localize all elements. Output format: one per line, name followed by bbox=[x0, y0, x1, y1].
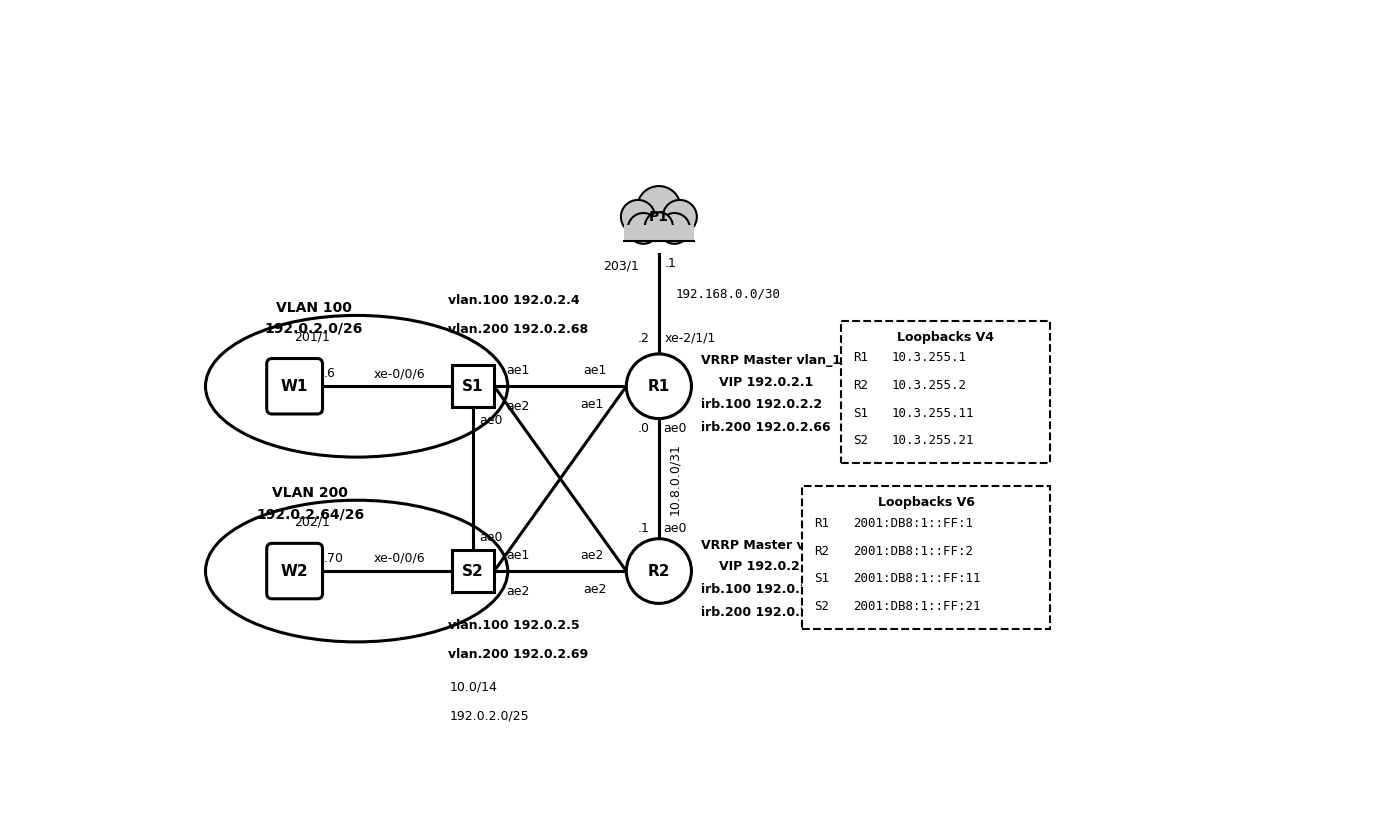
Text: vlan.100 192.0.2.4: vlan.100 192.0.2.4 bbox=[448, 294, 579, 307]
Text: vlan.100 192.0.2.5: vlan.100 192.0.2.5 bbox=[448, 619, 579, 632]
Text: irb.100 192.0.2.3: irb.100 192.0.2.3 bbox=[701, 582, 822, 595]
Text: irb.100 192.0.2.2: irb.100 192.0.2.2 bbox=[701, 398, 822, 411]
Text: 203/1: 203/1 bbox=[603, 259, 639, 272]
Circle shape bbox=[645, 212, 673, 240]
Text: 10.3.255.11: 10.3.255.11 bbox=[892, 407, 974, 419]
Text: irb.200 192.0.2.67: irb.200 192.0.2.67 bbox=[701, 606, 831, 619]
Text: ae1: ae1 bbox=[505, 549, 529, 562]
Text: ae2: ae2 bbox=[584, 582, 607, 595]
Text: xe-0/0/6: xe-0/0/6 bbox=[374, 552, 426, 565]
Circle shape bbox=[627, 539, 691, 604]
Text: 10.8.0.0/31: 10.8.0.0/31 bbox=[669, 443, 681, 514]
Text: S2: S2 bbox=[814, 600, 829, 613]
Text: W2: W2 bbox=[281, 563, 309, 578]
Text: VRRP Master vlan_100: VRRP Master vlan_100 bbox=[701, 354, 859, 367]
FancyBboxPatch shape bbox=[451, 365, 494, 407]
Text: S1: S1 bbox=[814, 572, 829, 586]
Text: ae1: ae1 bbox=[584, 364, 607, 377]
Text: .1: .1 bbox=[664, 257, 677, 270]
Text: W1: W1 bbox=[281, 378, 309, 394]
Text: Loopbacks V4: Loopbacks V4 bbox=[898, 331, 994, 344]
Text: 2001:DB8:1::FF:2: 2001:DB8:1::FF:2 bbox=[853, 545, 973, 558]
Text: .0: .0 bbox=[638, 423, 649, 436]
Circle shape bbox=[627, 354, 691, 419]
Text: ae2: ae2 bbox=[579, 549, 603, 562]
Text: 2001:DB8:1::FF:11: 2001:DB8:1::FF:11 bbox=[853, 572, 980, 586]
Text: VLAN 200: VLAN 200 bbox=[272, 486, 348, 500]
Text: ae0: ae0 bbox=[663, 522, 687, 535]
Text: irb.200 192.0.2.66: irb.200 192.0.2.66 bbox=[701, 421, 831, 434]
Circle shape bbox=[637, 186, 681, 229]
Text: 10.3.255.1: 10.3.255.1 bbox=[892, 351, 966, 364]
Text: vlan.200 192.0.2.68: vlan.200 192.0.2.68 bbox=[448, 323, 588, 336]
Text: ae2: ae2 bbox=[505, 585, 529, 598]
Text: ae1: ae1 bbox=[579, 398, 603, 411]
Circle shape bbox=[659, 213, 690, 244]
Text: 10.0/14: 10.0/14 bbox=[450, 681, 497, 694]
Text: VIP 192.0.2.65: VIP 192.0.2.65 bbox=[719, 560, 821, 573]
Circle shape bbox=[659, 213, 690, 244]
Text: S1: S1 bbox=[853, 407, 868, 419]
Text: .1: .1 bbox=[638, 522, 649, 535]
Circle shape bbox=[637, 186, 681, 229]
Text: S2: S2 bbox=[462, 563, 484, 578]
Text: 201/1: 201/1 bbox=[293, 331, 329, 344]
Circle shape bbox=[645, 212, 673, 240]
FancyBboxPatch shape bbox=[451, 550, 494, 592]
Text: 202/1: 202/1 bbox=[293, 516, 329, 529]
Text: R2: R2 bbox=[648, 563, 670, 578]
Text: vlan.200 192.0.2.69: vlan.200 192.0.2.69 bbox=[448, 648, 588, 661]
Text: 2001:DB8:1::FF:21: 2001:DB8:1::FF:21 bbox=[853, 600, 980, 613]
Text: R2: R2 bbox=[853, 379, 868, 392]
Text: S2: S2 bbox=[853, 434, 868, 447]
Text: xe-2/1/1: xe-2/1/1 bbox=[664, 332, 716, 345]
Text: P1: P1 bbox=[649, 210, 669, 224]
Circle shape bbox=[621, 200, 655, 233]
Text: xe-0/0/6: xe-0/0/6 bbox=[374, 367, 426, 380]
Text: 192.0.2.64/26: 192.0.2.64/26 bbox=[255, 507, 364, 521]
FancyBboxPatch shape bbox=[803, 486, 1050, 629]
Text: ae1: ae1 bbox=[505, 364, 529, 377]
Text: ae0: ae0 bbox=[663, 423, 687, 436]
Text: 192.168.0.0/30: 192.168.0.0/30 bbox=[676, 287, 780, 301]
Text: 2001:DB8:1::FF:1: 2001:DB8:1::FF:1 bbox=[853, 517, 973, 530]
Text: R1: R1 bbox=[853, 351, 868, 364]
Text: .6: .6 bbox=[324, 367, 335, 380]
Text: VRRP Master vlan_200: VRRP Master vlan_200 bbox=[701, 539, 859, 552]
Text: S1: S1 bbox=[462, 378, 483, 394]
Text: R1: R1 bbox=[814, 517, 829, 530]
Circle shape bbox=[628, 213, 659, 244]
Text: R2: R2 bbox=[814, 545, 829, 558]
Text: 192.0.2.0/25: 192.0.2.0/25 bbox=[450, 709, 529, 722]
Text: ae2: ae2 bbox=[505, 400, 529, 413]
Text: R1: R1 bbox=[648, 378, 670, 394]
Text: 10.3.255.2: 10.3.255.2 bbox=[892, 379, 966, 392]
FancyBboxPatch shape bbox=[267, 359, 322, 414]
Text: .70: .70 bbox=[324, 552, 343, 565]
Circle shape bbox=[621, 200, 655, 233]
Text: ae0: ae0 bbox=[479, 531, 503, 544]
Circle shape bbox=[628, 213, 659, 244]
Text: 192.0.2.0/26: 192.0.2.0/26 bbox=[265, 321, 363, 336]
Circle shape bbox=[663, 200, 697, 233]
Text: VIP 192.0.2.1: VIP 192.0.2.1 bbox=[719, 376, 812, 388]
Text: ae0: ae0 bbox=[479, 414, 503, 427]
FancyBboxPatch shape bbox=[840, 321, 1050, 464]
FancyBboxPatch shape bbox=[267, 543, 322, 599]
Text: .2: .2 bbox=[638, 332, 649, 345]
Text: VLAN 100: VLAN 100 bbox=[276, 301, 352, 314]
Text: 10.3.255.21: 10.3.255.21 bbox=[892, 434, 974, 447]
FancyBboxPatch shape bbox=[624, 224, 694, 242]
Circle shape bbox=[663, 200, 697, 233]
Text: Loopbacks V6: Loopbacks V6 bbox=[878, 496, 974, 509]
